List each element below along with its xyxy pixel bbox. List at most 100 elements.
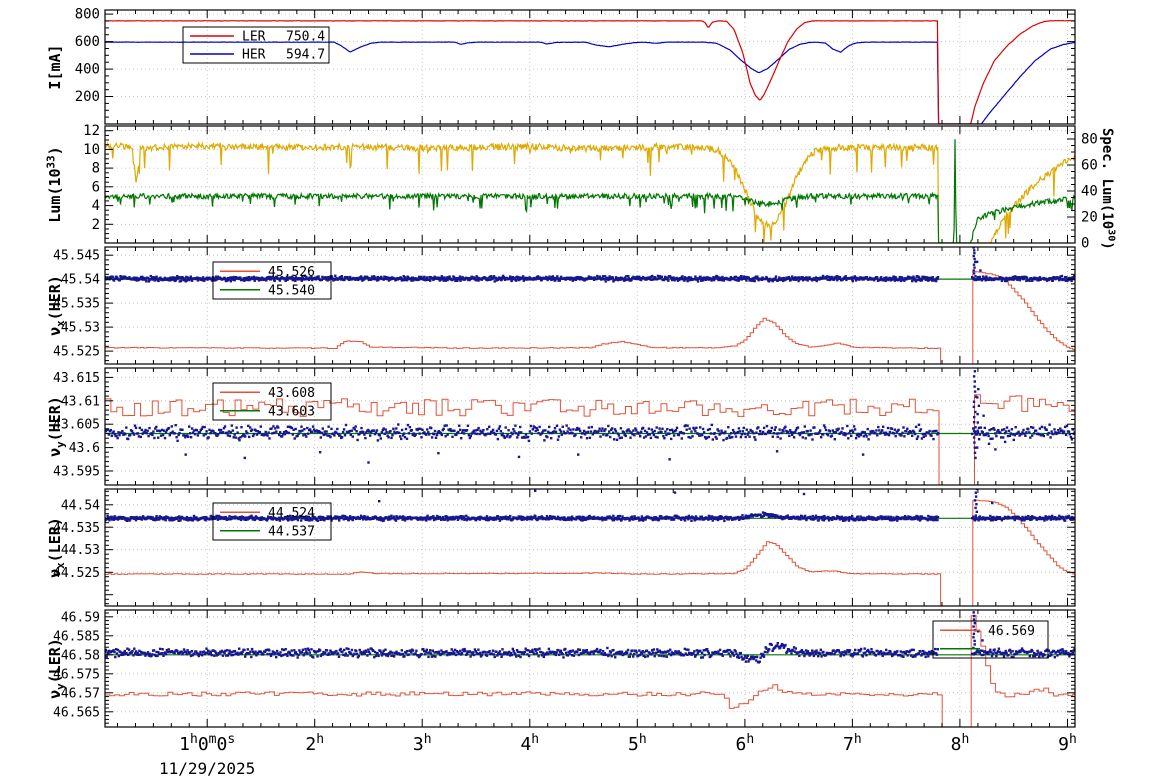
y-tick-label: 8 xyxy=(92,161,100,177)
y-axis-title-nux-ler: νx(LER) xyxy=(46,517,67,578)
series-area xyxy=(105,489,1075,606)
x-tick-label: 5h xyxy=(628,732,647,755)
right-y-tick-label: 40 xyxy=(1081,184,1098,200)
right-axis-title: Spec. Lum(1030) xyxy=(1099,128,1116,250)
y-tick-label: 45.54 xyxy=(61,273,100,288)
nux-ler-trace xyxy=(105,499,1075,606)
y-tick-label: 44.525 xyxy=(53,566,100,581)
y-tick-label: 45.53 xyxy=(61,321,100,336)
y-tick-label: 46.59 xyxy=(61,610,100,625)
legend: 45.526 45.540 xyxy=(212,261,332,300)
legend-value: 750.4 xyxy=(286,30,325,45)
y-tick-label: 46.565 xyxy=(53,705,100,720)
legend: 44.524 44.537 xyxy=(212,502,332,541)
series-area xyxy=(105,370,1075,485)
panel-nux-ler: 44.525 44.53 44.535 44.54 νx(LER) 44.524 44.53… xyxy=(46,488,1076,607)
legend-value: 46.569 xyxy=(988,624,1035,639)
y-axis-title-luminosity: Lum(1033) xyxy=(44,146,64,222)
panel-nux-her: 45.525 45.53 45.535 45.54 45.545 νx(HER) 45.52… xyxy=(46,246,1076,365)
y-tick-label: 43.615 xyxy=(53,371,100,386)
y-axis-title-nuy-her: νy(HER) xyxy=(46,396,67,457)
nuy-ler-trace xyxy=(105,615,1075,727)
y-tick-label: 6 xyxy=(92,179,100,195)
nux-her-measured-dots xyxy=(105,247,1075,283)
nuy-her-measured-dots xyxy=(105,370,1075,464)
y-tick-label: 46.57 xyxy=(61,686,100,701)
panel-frame xyxy=(104,246,1076,365)
right-y-tick-label: 60 xyxy=(1081,158,1098,174)
luminosity-trace xyxy=(105,141,1075,243)
y-axis-title-nuy-ler: νy(LER) xyxy=(46,638,67,699)
her-current xyxy=(105,41,1075,124)
y-tick-label: 12 xyxy=(83,123,100,139)
legend-box xyxy=(212,502,332,541)
legend-box xyxy=(182,26,330,64)
y-tick-label: 2 xyxy=(92,217,100,233)
y-tick-label: 46.58 xyxy=(61,648,100,663)
panel-nuy-her: 43.595 43.6 43.605 43.61 43.615 νy(HER) 43.608… xyxy=(46,367,1076,486)
y-tick-label: 45.535 xyxy=(53,297,100,312)
y-tick-label: 43.605 xyxy=(53,418,100,433)
ler-current xyxy=(105,19,1075,124)
panel-frame xyxy=(104,9,1076,125)
legend: 43.608 43.603 xyxy=(212,382,332,421)
legend-value: 43.608 xyxy=(268,386,315,401)
panel-frame xyxy=(104,367,1076,486)
y-tick-label: 800 xyxy=(75,7,100,23)
legend-value: 45.540 xyxy=(268,283,315,298)
date-label: 11/29/2025 xyxy=(159,759,255,778)
y-tick-label: 44.53 xyxy=(61,543,100,558)
y-tick-label: 43.595 xyxy=(53,465,100,480)
y-tick-label: 44.535 xyxy=(53,521,100,536)
x-tick-label: 8h xyxy=(951,732,970,755)
x-tick-label: 6h xyxy=(736,732,755,755)
right-y-tick-label: 20 xyxy=(1081,210,1098,226)
y-tick-label: 43.6 xyxy=(69,441,100,456)
legend-box xyxy=(212,261,332,300)
x-axis-labels: 1h0m0s 2h 3h 4h 5h 6h 7h 8h 9h 11/29/2025 xyxy=(159,732,1077,778)
panel-nuy-ler: 46.565 46.57 46.575 46.58 46.585 46.59 νy(LER)… xyxy=(46,609,1076,728)
panel-frame xyxy=(104,609,1076,728)
right-y-tick-label: 80 xyxy=(1081,132,1098,148)
nux-ler-measured-dots xyxy=(105,489,1075,523)
specific-luminosity-trace xyxy=(105,139,1075,243)
y-tick-label: 43.61 xyxy=(61,394,100,409)
y-tick-label: 45.525 xyxy=(53,345,100,360)
y-tick-label: 46.575 xyxy=(53,667,100,682)
y-tick-label: 44.54 xyxy=(61,498,100,513)
legend-value: 44.537 xyxy=(268,524,315,539)
series-area xyxy=(105,19,1075,124)
x-tick-label: 2h xyxy=(305,732,324,755)
x-tick-label: 1h0m0s xyxy=(179,732,235,755)
y-tick-label: 10 xyxy=(83,142,100,158)
legend: 46.569 xyxy=(932,620,1049,659)
panel-frame xyxy=(104,488,1076,607)
right-y-tick-label: 0 xyxy=(1081,236,1089,252)
series-area xyxy=(105,247,1075,364)
nuy-her-trace xyxy=(105,394,1075,485)
series-area xyxy=(105,139,1075,243)
legend-label: LER xyxy=(242,30,266,45)
legend-label: HER xyxy=(242,48,266,63)
x-tick-label: 3h xyxy=(413,732,432,755)
legend-box xyxy=(212,382,332,421)
y-tick-label: 400 xyxy=(75,62,100,78)
nux-her-trace xyxy=(105,270,1075,364)
x-tick-label: 7h xyxy=(843,732,862,755)
legend-value: 44.524 xyxy=(268,506,315,521)
y-tick-label: 46.585 xyxy=(53,629,100,644)
x-tick-label: 4h xyxy=(520,732,539,755)
legend-value: 45.526 xyxy=(268,265,315,280)
y-tick-label: 600 xyxy=(75,34,100,50)
series-area xyxy=(105,610,1075,727)
y-tick-label: 4 xyxy=(92,198,100,214)
y-tick-label: 45.545 xyxy=(53,249,100,264)
legend-box xyxy=(932,620,1049,659)
legend-value: 594.7 xyxy=(286,48,325,63)
legend-value: 43.603 xyxy=(268,404,315,419)
panel-luminosity: 2 4 6 8 10 12 0 20 40 60 80 Spec. Lum(1030) Lum(1033… xyxy=(44,123,1116,251)
legend: LER 750.4 HER 594.7 xyxy=(182,26,330,64)
